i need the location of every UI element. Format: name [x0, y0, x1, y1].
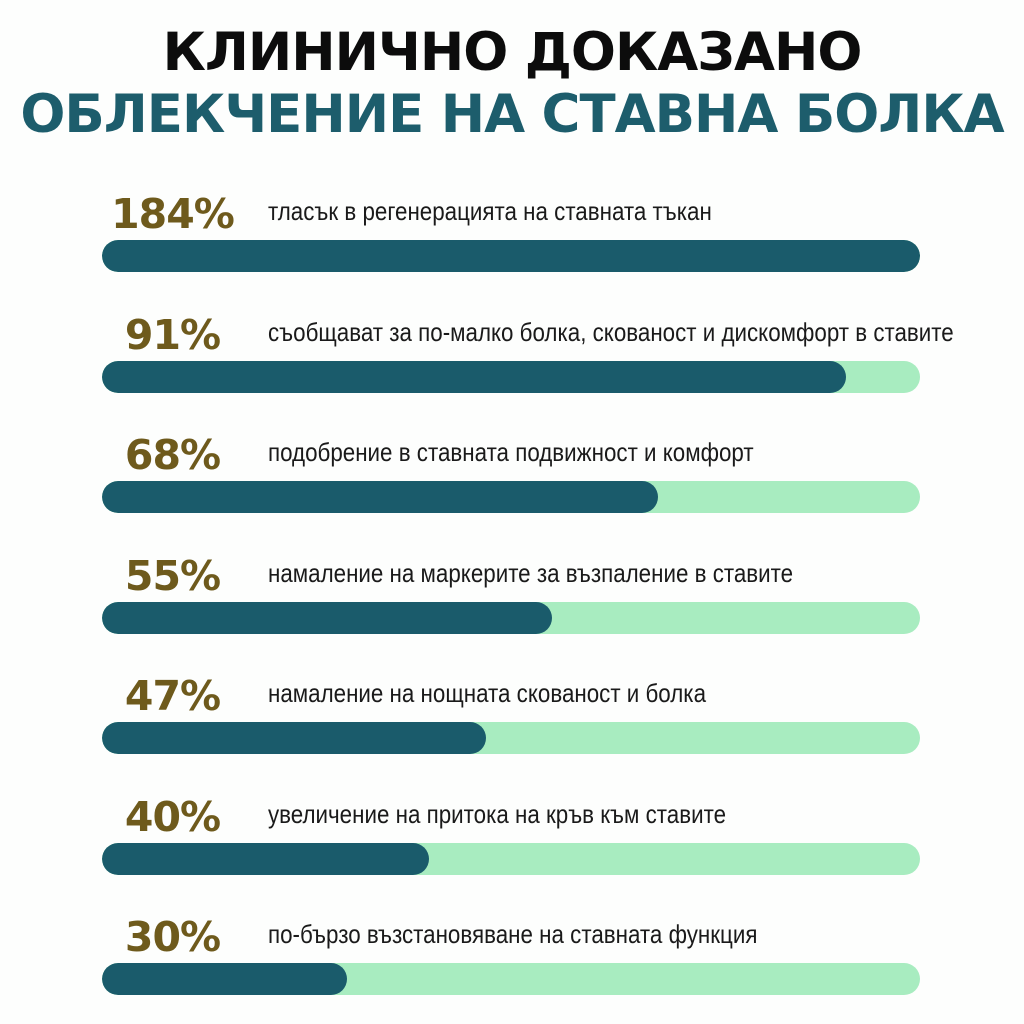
bar-label: по-бързо възстановяване на ставната функ…: [268, 919, 758, 949]
bar-track: [102, 360, 920, 393]
bar-label: съобщават за по-малко болка, скованост и…: [268, 316, 954, 347]
title-line-2: ОБЛЕКЧЕНИЕ НА СТАВНА БОЛКА: [20, 84, 1004, 145]
bar-fill: [102, 360, 847, 393]
bar-row: 30% по-бързо възстановяване на ставната ф…: [0, 913, 1024, 1013]
bar-fill: [102, 601, 552, 634]
bar-fill: [102, 842, 430, 875]
percent-label: 40%: [124, 792, 221, 841]
bar-label: увеличение на притока на кръв към ставит…: [268, 798, 727, 829]
bar-row: 55% намаление на маркерите за възпаление …: [0, 552, 1024, 652]
bar-row: 40% увеличение на притока на кръв към ста…: [0, 793, 1024, 893]
bar-track: [102, 240, 920, 272]
percent-label: 47%: [124, 672, 221, 720]
percent-label: 184%: [111, 190, 235, 238]
percent-label: 55%: [124, 551, 221, 600]
bar-track: [102, 481, 920, 513]
bar-row: 184% тласък в регенерацията на ставната т…: [0, 190, 1024, 290]
bar-label: тласък в регенерацията на ставната тъкан: [268, 196, 712, 226]
bar-row: 91% съобщават за по-малко болка, скованос…: [0, 311, 1024, 411]
bar-row: 68% подобрение в ставната подвижност и ко…: [0, 431, 1024, 531]
bar-track: [102, 601, 920, 634]
bar-label: намаление на маркерите за възпаление в с…: [268, 557, 794, 588]
bar-label: подобрение в ставната подвижност и комфо…: [268, 437, 754, 467]
bar-fill: [102, 963, 348, 995]
bar-fill: [102, 240, 920, 272]
bar-row: 47% намаление на нощната скованост и болк…: [0, 672, 1024, 772]
bar-fill: [102, 481, 659, 513]
bar-track: [102, 842, 920, 875]
bar-track: [102, 963, 920, 995]
title-line-1: КЛИНИЧНО ДОКАЗАНО: [162, 22, 863, 83]
percent-label: 68%: [124, 431, 221, 479]
bar-track: [102, 722, 920, 754]
bar-fill: [102, 722, 487, 754]
bar-label: намаление на нощната скованост и болка: [268, 678, 707, 708]
percent-label: 30%: [124, 913, 221, 961]
percent-label: 91%: [124, 310, 221, 359]
